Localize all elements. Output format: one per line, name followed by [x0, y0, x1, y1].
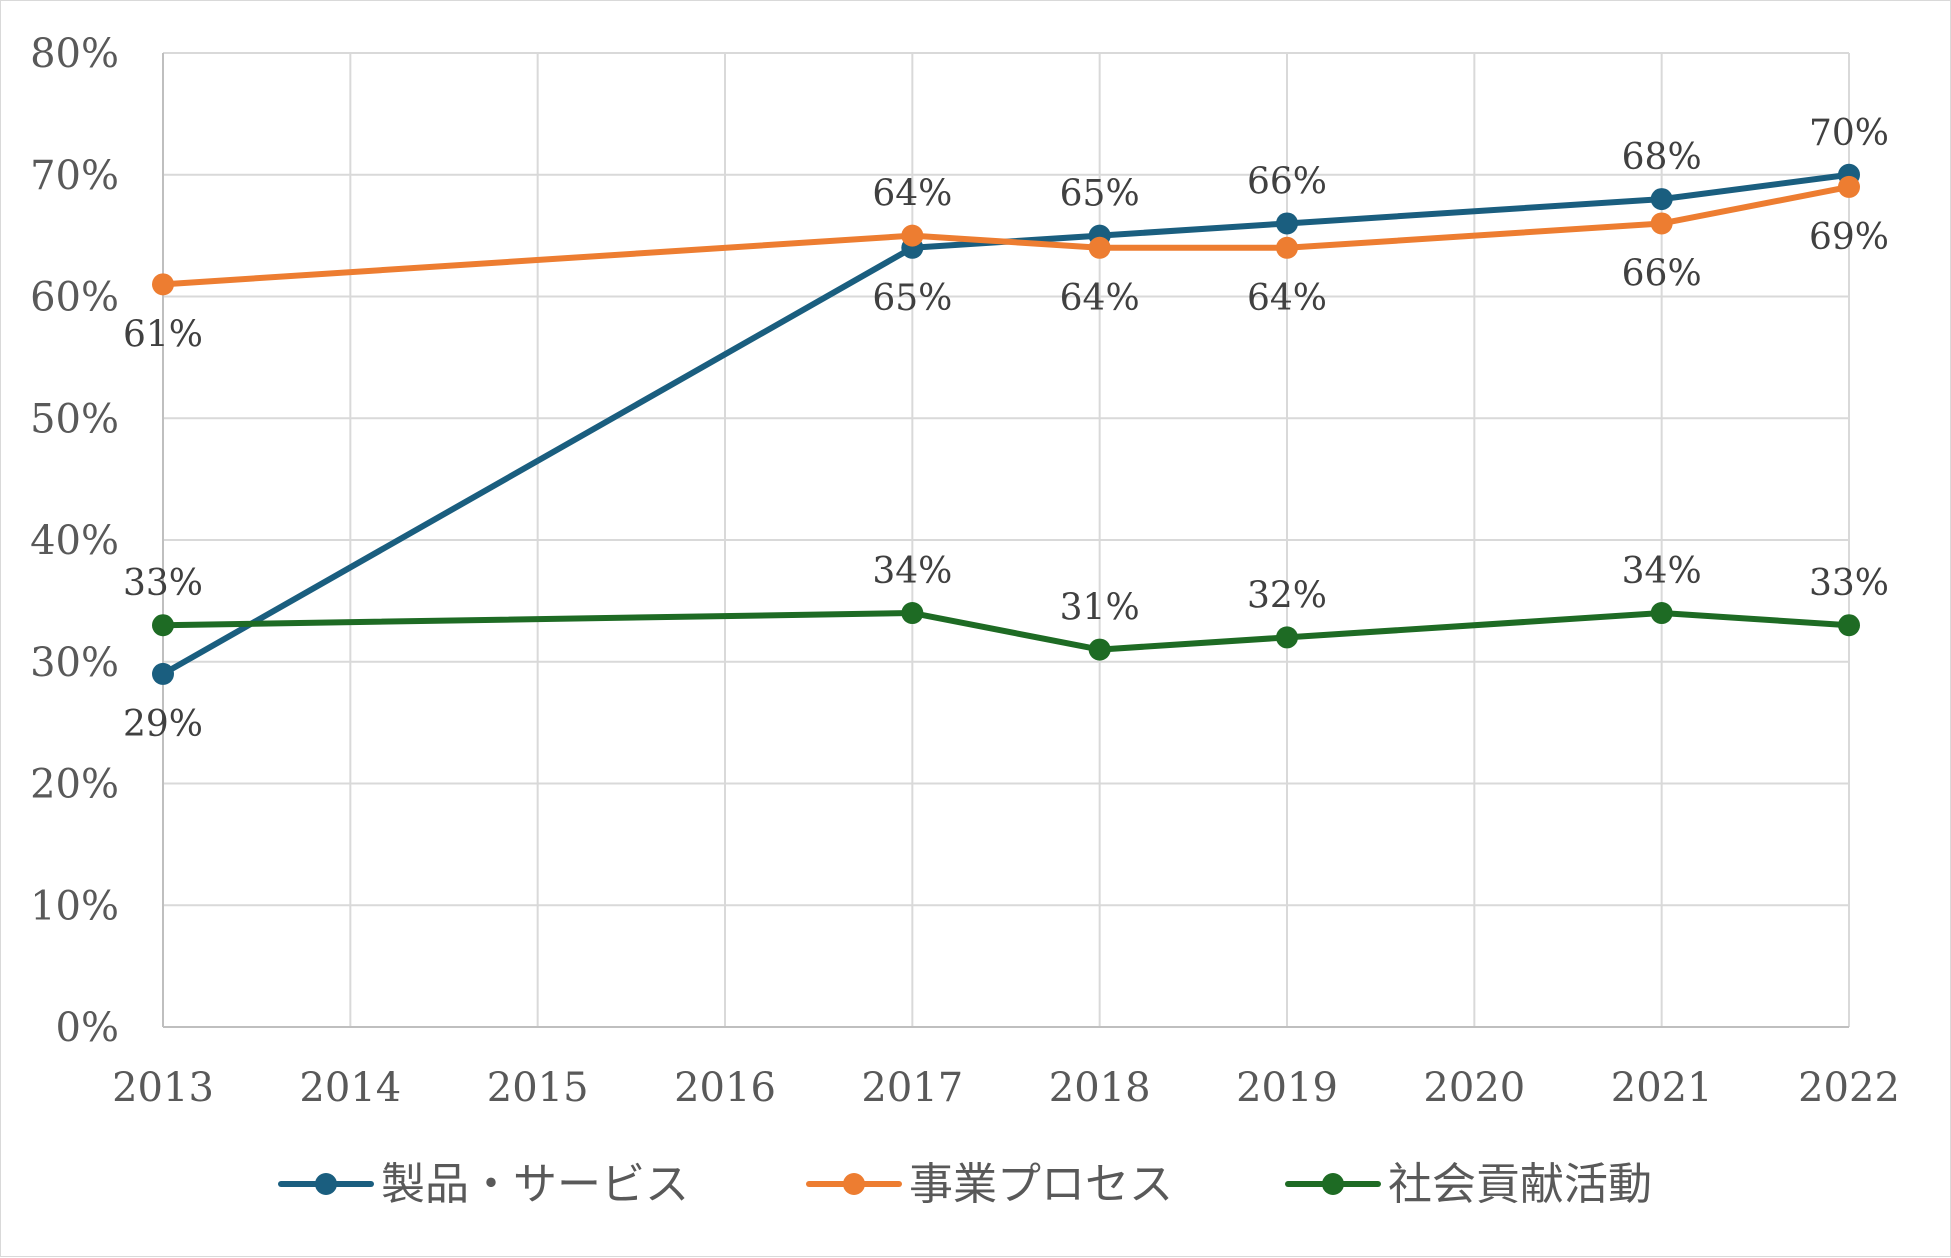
- data-label: 66%: [1622, 253, 1702, 294]
- series-line: [160, 183, 1852, 288]
- x-tick-label: 2019: [1236, 1065, 1338, 1111]
- data-point: [152, 662, 174, 685]
- legend: 製品・サービス 事業プロセス 社会貢献活動: [278, 1159, 1652, 1210]
- data-label: 64%: [1060, 278, 1140, 319]
- data-label: 64%: [1247, 278, 1327, 319]
- data-label: 65%: [872, 278, 952, 319]
- data-label: 68%: [1622, 137, 1702, 178]
- data-point: [901, 602, 924, 625]
- x-tick-label: 2016: [674, 1065, 776, 1111]
- data-label: 70%: [1809, 113, 1889, 154]
- grid-layer: [162, 52, 1850, 1027]
- x-tick-label: 2014: [299, 1065, 401, 1111]
- series-line: [160, 610, 1852, 653]
- data-point: [901, 224, 924, 247]
- data-label: 61%: [123, 314, 203, 355]
- legend-swatch-marker: [315, 1173, 337, 1195]
- data-label: 66%: [1247, 161, 1327, 202]
- data-point: [1650, 188, 1673, 211]
- y-tick-label: 0%: [56, 1005, 119, 1051]
- data-point: [1276, 212, 1298, 235]
- x-tick-label: 2017: [861, 1065, 963, 1111]
- data-point: [1276, 236, 1298, 259]
- x-tick-label: 2018: [1049, 1065, 1151, 1111]
- data-point: [1650, 602, 1673, 625]
- data-label: 64%: [872, 174, 952, 215]
- y-tick-label: 10%: [30, 883, 119, 929]
- legend-label: 社会貢献活動: [1388, 1159, 1652, 1210]
- data-label: 32%: [1247, 575, 1327, 616]
- legend-swatch-marker: [1322, 1173, 1344, 1195]
- data-point: [152, 273, 174, 296]
- y-tick-label: 60%: [30, 275, 119, 321]
- axis-layer: 0% 10% 20% 30% 40% 50% 60% 70% 80% 2013 2014 2015 20…: [30, 31, 1900, 1111]
- series-line: [160, 171, 1852, 677]
- data-label: 65%: [1060, 174, 1140, 215]
- legend-swatch-marker: [843, 1173, 865, 1195]
- y-tick-label: 40%: [30, 518, 119, 564]
- series-layer: [152, 163, 1860, 685]
- data-point: [1088, 638, 1111, 661]
- data-label: 34%: [872, 551, 952, 592]
- data-label: 69%: [1809, 217, 1889, 258]
- y-tick-label: 20%: [30, 762, 119, 808]
- data-point: [1838, 175, 1860, 198]
- legend-label: 製品・サービス: [381, 1159, 689, 1210]
- data-label: 29%: [123, 704, 203, 745]
- x-tick-label: 2022: [1798, 1065, 1900, 1111]
- x-tick-label: 2013: [112, 1065, 214, 1111]
- data-label: 33%: [1809, 563, 1889, 604]
- y-tick-label: 30%: [30, 640, 119, 686]
- data-label: 33%: [123, 563, 203, 604]
- data-point: [1650, 212, 1673, 235]
- data-label: 34%: [1622, 551, 1702, 592]
- y-tick-label: 50%: [30, 396, 119, 442]
- y-tick-label: 80%: [30, 31, 119, 77]
- data-point: [1088, 236, 1111, 259]
- data-label-layer: 29% 65% 65% 66% 68% 70% 61% 64% 64% 64% 66% 69% 33% 3…: [123, 113, 1889, 745]
- data-point: [152, 614, 174, 637]
- y-tick-label: 70%: [30, 153, 119, 199]
- data-point: [1276, 626, 1298, 649]
- x-tick-label: 2015: [487, 1065, 589, 1111]
- x-tick-label: 2021: [1611, 1065, 1713, 1111]
- x-tick-label: 2020: [1423, 1065, 1525, 1111]
- data-label: 31%: [1060, 588, 1140, 629]
- legend-label: 事業プロセス: [909, 1159, 1173, 1210]
- data-point: [1838, 614, 1860, 637]
